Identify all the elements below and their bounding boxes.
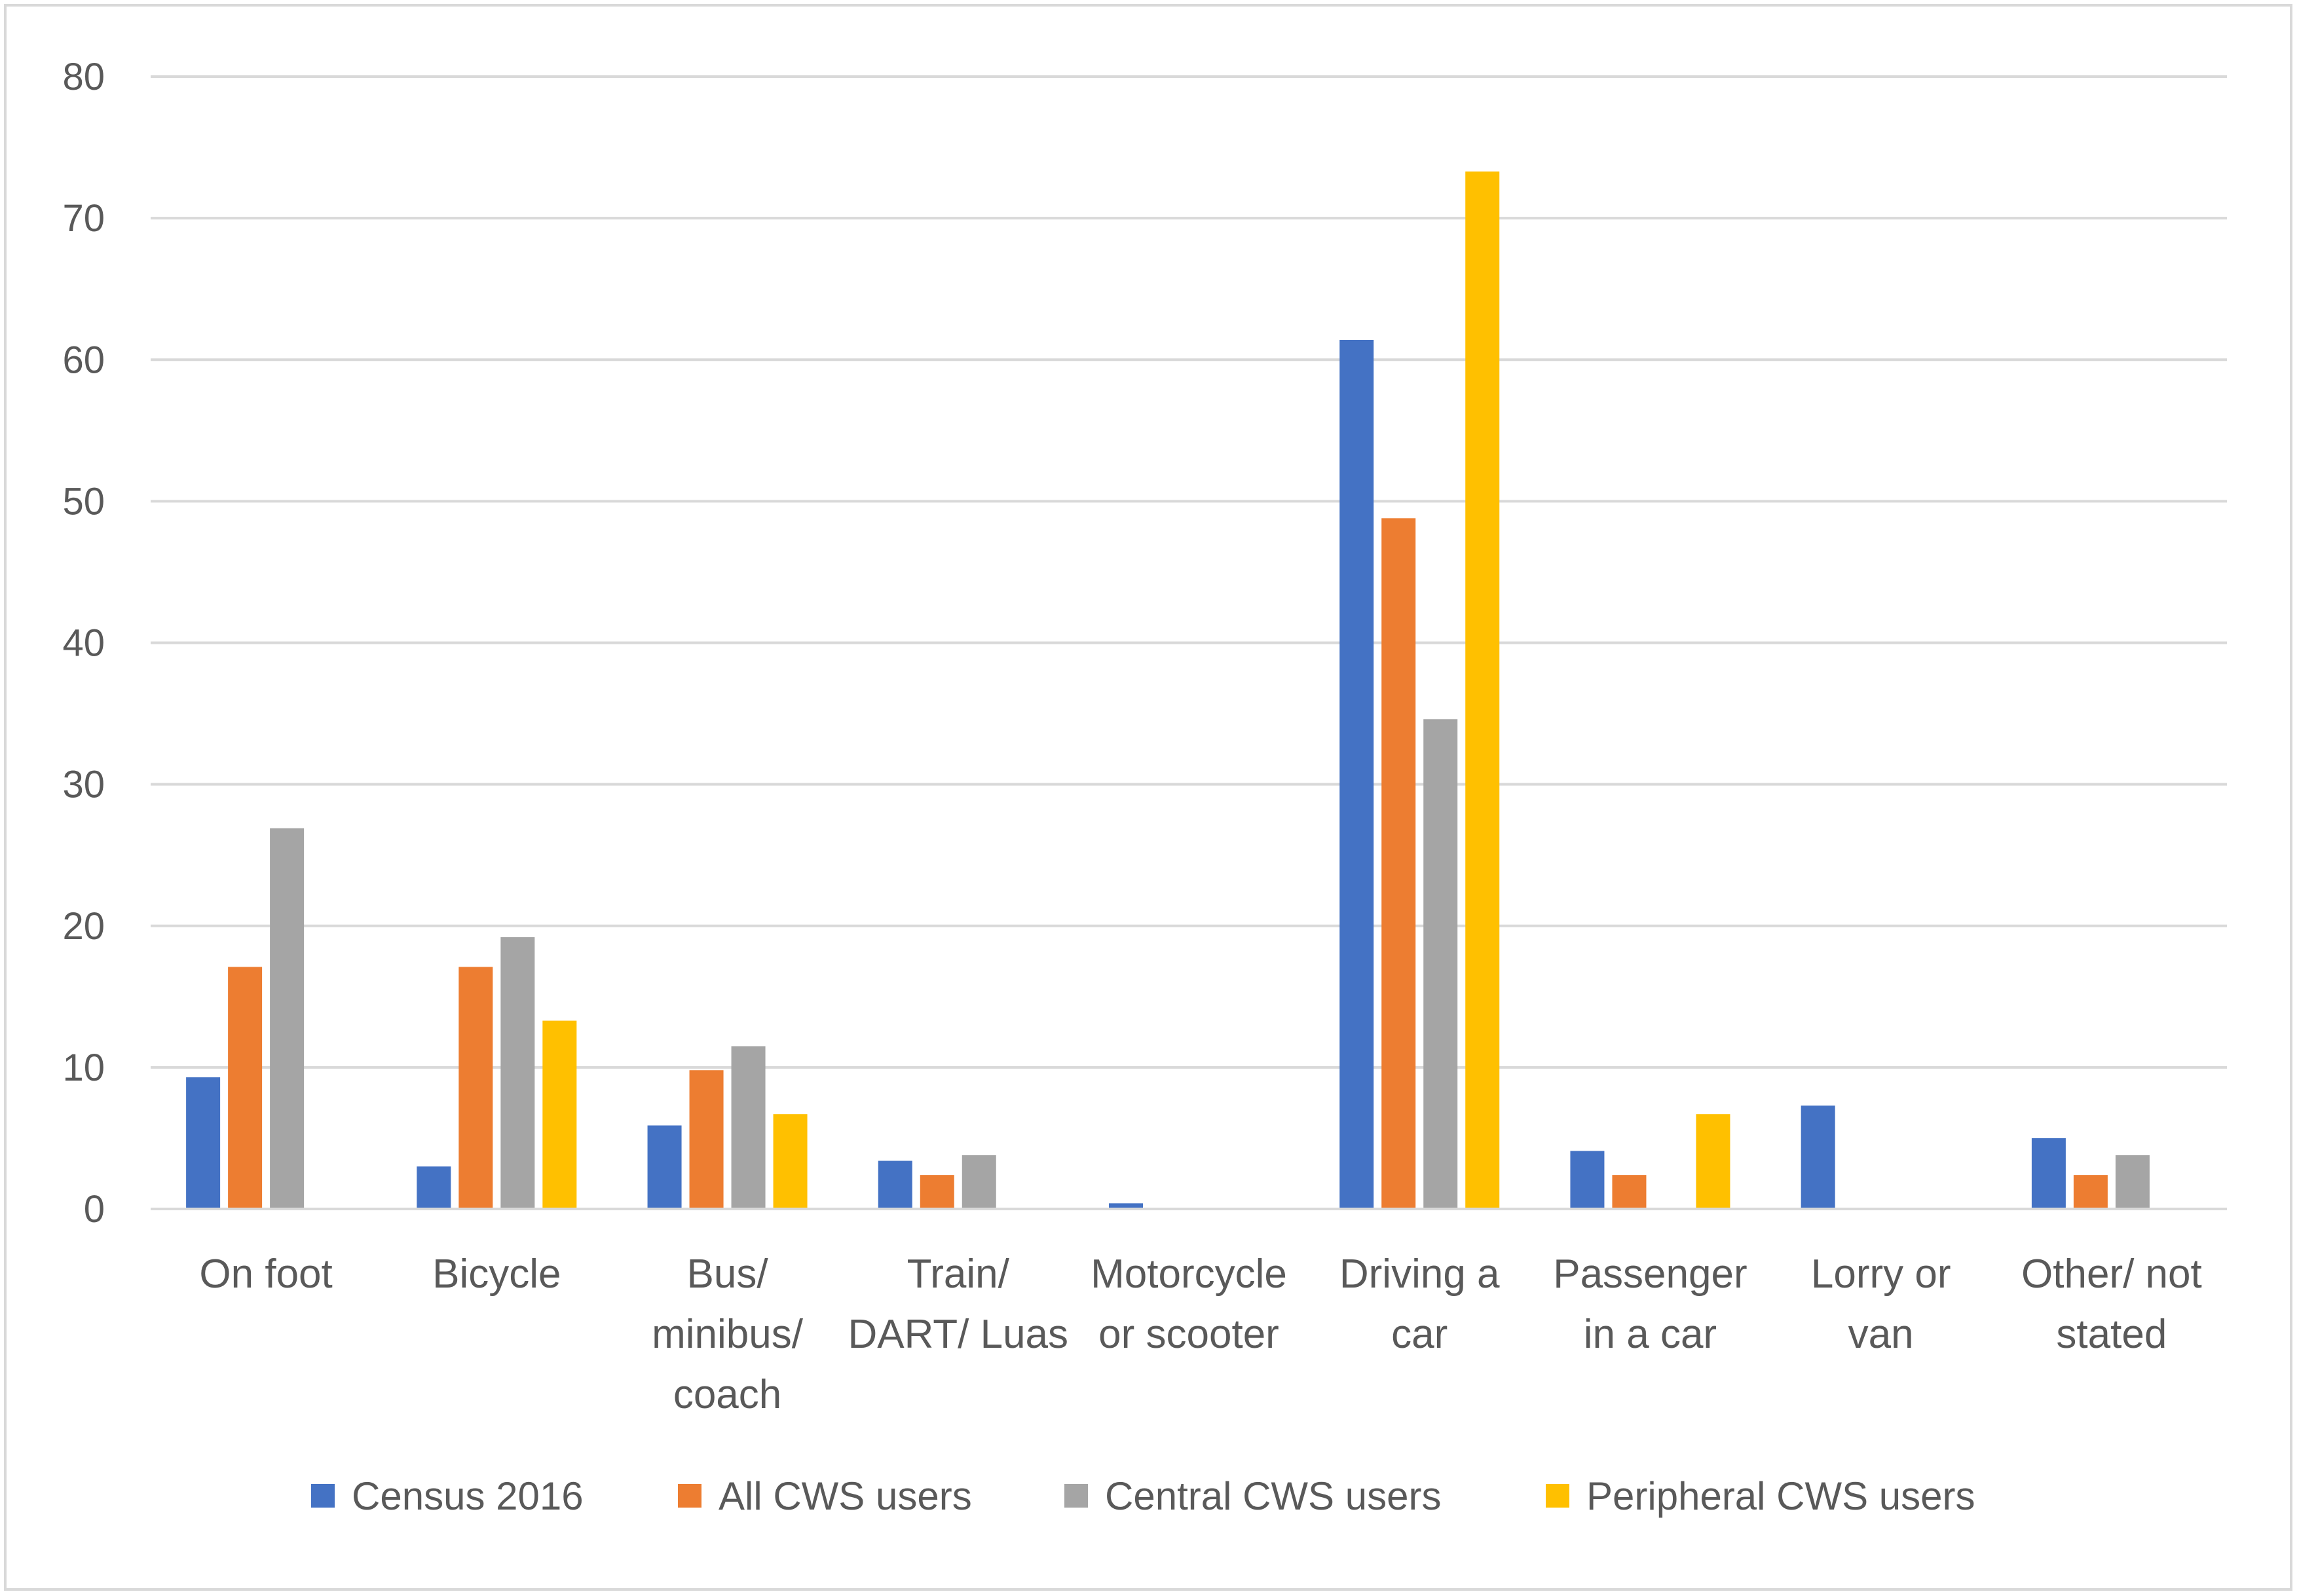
bar-central-cws-users-3 bbox=[962, 1155, 996, 1209]
x-category-label: Passenger bbox=[1553, 1252, 1747, 1297]
bar-all-cws-users-3 bbox=[920, 1175, 954, 1209]
y-tick-label: 30 bbox=[62, 764, 105, 806]
x-category-label: On foot bbox=[199, 1252, 332, 1297]
x-category-label: Lorry or bbox=[1811, 1252, 1951, 1297]
legend-label: All CWS users bbox=[719, 1474, 972, 1518]
x-category-label: or scooter bbox=[1098, 1312, 1279, 1357]
x-axis-categories: On foot Bicycle Bus/minibus/coach Train/DAR… bbox=[199, 1252, 2201, 1417]
legend-swatch bbox=[311, 1484, 335, 1508]
x-category-label: Train/ bbox=[907, 1252, 1010, 1297]
y-tick-label: 70 bbox=[62, 197, 105, 240]
legend-label: Peripheral CWS users bbox=[1586, 1474, 1975, 1518]
bar-central-cws-users-2 bbox=[731, 1046, 766, 1209]
gridlines bbox=[151, 75, 2227, 1069]
x-category-label: minibus/ bbox=[652, 1312, 804, 1357]
bar-census-2016-8 bbox=[2031, 1138, 2066, 1209]
y-axis-ticks: 0 10 20 30 40 50 60 70 80 bbox=[62, 56, 105, 1231]
x-category-label: Bus/ bbox=[687, 1252, 769, 1297]
bar-all-cws-users-2 bbox=[689, 1070, 724, 1209]
bar-all-cws-users-5 bbox=[1381, 518, 1416, 1209]
bar-all-cws-users-6 bbox=[1612, 1175, 1647, 1209]
bar-peripheral-cws-users-6 bbox=[1696, 1114, 1730, 1209]
bar-all-cws-users-1 bbox=[458, 967, 493, 1209]
y-tick-label: 80 bbox=[62, 56, 105, 98]
bar-census-2016-2 bbox=[647, 1125, 682, 1209]
x-category-label: Bicycle bbox=[432, 1252, 561, 1297]
bar-peripheral-cws-users-5 bbox=[1465, 171, 1500, 1210]
x-category-label: coach bbox=[673, 1372, 781, 1417]
legend-swatch bbox=[1546, 1484, 1569, 1508]
y-tick-label: 50 bbox=[62, 480, 105, 523]
y-tick-label: 40 bbox=[62, 622, 105, 665]
legend-label: Census 2016 bbox=[352, 1474, 584, 1518]
x-category-label: in a car bbox=[1584, 1312, 1717, 1357]
bar-peripheral-cws-users-1 bbox=[542, 1020, 577, 1209]
bar-census-2016-0 bbox=[186, 1077, 221, 1209]
bar-peripheral-cws-users-2 bbox=[773, 1114, 808, 1209]
bar-central-cws-users-5 bbox=[1423, 719, 1458, 1209]
legend-swatch bbox=[678, 1484, 701, 1508]
legend-swatch bbox=[1064, 1484, 1088, 1508]
y-tick-label: 10 bbox=[62, 1047, 105, 1089]
x-category-label: DART/ Luas bbox=[848, 1312, 1068, 1357]
y-tick-label: 20 bbox=[62, 905, 105, 948]
x-category-label: Motorcycle bbox=[1091, 1252, 1287, 1297]
bar-all-cws-users-0 bbox=[228, 967, 263, 1209]
bar-census-2016-1 bbox=[417, 1166, 451, 1209]
bar-central-cws-users-1 bbox=[500, 937, 535, 1209]
chart-frame bbox=[4, 4, 2292, 1591]
bar-census-2016-5 bbox=[1339, 339, 1374, 1210]
bars bbox=[186, 171, 2150, 1210]
y-tick-label: 0 bbox=[84, 1188, 105, 1231]
bar-all-cws-users-8 bbox=[2073, 1175, 2108, 1209]
bar-census-2016-7 bbox=[1801, 1105, 1835, 1209]
bar-census-2016-3 bbox=[878, 1160, 912, 1209]
bar-central-cws-users-8 bbox=[2115, 1155, 2150, 1209]
x-category-label: car bbox=[1391, 1312, 1448, 1357]
legend-label: Central CWS users bbox=[1105, 1474, 1441, 1518]
legend: Census 2016 All CWS users Central CWS user… bbox=[311, 1474, 1975, 1518]
bar-census-2016-6 bbox=[1570, 1151, 1605, 1209]
y-tick-label: 60 bbox=[62, 339, 105, 381]
bar-census-2016-4 bbox=[1109, 1203, 1143, 1209]
x-category-label: Driving a bbox=[1339, 1252, 1500, 1297]
x-category-label: Other/ not bbox=[2021, 1252, 2202, 1297]
x-category-label: van bbox=[1848, 1312, 1914, 1357]
bar-central-cws-users-0 bbox=[270, 828, 305, 1209]
x-category-label: stated bbox=[2056, 1312, 2167, 1357]
